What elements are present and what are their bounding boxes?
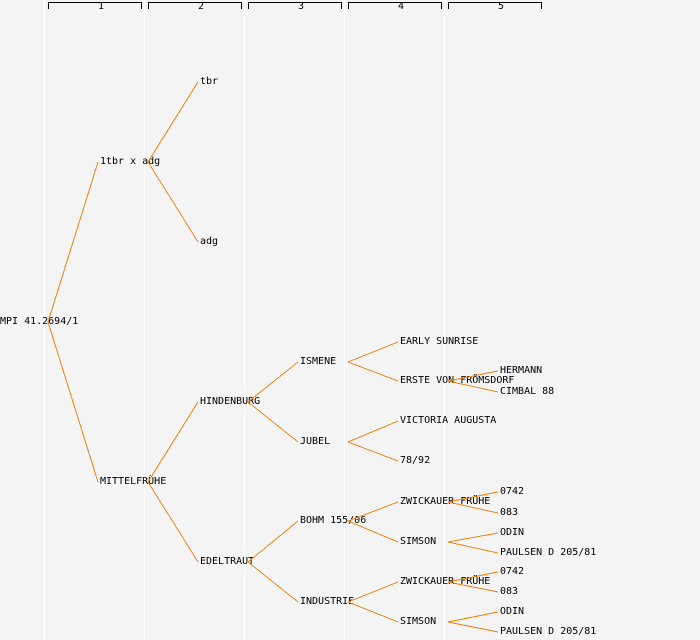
- generation-number: 4: [397, 1, 405, 12]
- generation-bracket-5: 5: [448, 1, 542, 12]
- column-gridline: [344, 0, 345, 640]
- pedigree-node-tbr: tbr: [200, 76, 219, 87]
- pedigree-node-paulsen1: PAULSEN D 205/81: [500, 547, 597, 558]
- pedigree-node-hindenburg: HINDENBURG: [200, 396, 261, 407]
- pedigree-edge-industrie-zwickauer2: [347, 581, 399, 603]
- pedigree-node-hermann: HERMANN: [500, 365, 543, 376]
- generation-number: 2: [197, 1, 205, 12]
- pedigree-node-earlysunrise: EARLY SUNRISE: [400, 336, 479, 347]
- column-gridline: [144, 0, 145, 640]
- pedigree-edge-jubel-n7892: [347, 441, 399, 462]
- pedigree-edge-jubel-victoria: [347, 420, 399, 443]
- pedigree-edge-edeltraut-boehm: [247, 520, 299, 563]
- pedigree-node-odin2: ODIN: [500, 606, 525, 617]
- pedigree-node-boehm: BOHM 155/06: [300, 515, 367, 526]
- pedigree-edge-ismene-erste: [347, 361, 399, 382]
- generation-number: 1: [97, 1, 105, 12]
- pedigree-edge-hindenburg-jubel: [247, 401, 299, 443]
- pedigree-node-c083b: 083: [500, 586, 519, 597]
- pedigree-node-c083a: 083: [500, 507, 519, 518]
- generation-bracket-4: 4: [348, 1, 442, 12]
- column-gridline: [44, 0, 45, 640]
- pedigree-edge-industrie-simson2: [347, 601, 399, 623]
- generation-bracket-3: 3: [248, 1, 342, 12]
- pedigree-node-edeltraut: EDELTRAUT: [200, 556, 255, 567]
- pedigree-edge-cross1-tbr: [147, 81, 199, 163]
- pedigree-edge-cross1-adg: [147, 161, 199, 243]
- pedigree-edge-simson1-paulsen1: [447, 541, 499, 554]
- generation-number: 5: [497, 1, 505, 12]
- pedigree-node-victoria: VICTORIA AUGUSTA: [400, 415, 497, 426]
- pedigree-node-odin1: ODIN: [500, 527, 525, 538]
- pedigree-node-c0742b: 0742: [500, 566, 525, 577]
- pedigree-node-paulsen2: PAULSEN D 205/81: [500, 626, 597, 637]
- pedigree-node-erste: ERSTE VON FRÖMSDORF: [400, 375, 515, 386]
- pedigree-edge-edeltraut-industrie: [247, 561, 299, 603]
- pedigree-edge-ismene-earlysunrise: [347, 341, 399, 363]
- pedigree-node-cimbal: CIMBAL 88: [500, 386, 555, 397]
- pedigree-node-c0742a: 0742: [500, 486, 525, 497]
- pedigree-edge-mittelfruehe-hindenburg: [147, 401, 199, 483]
- pedigree-node-cross1: 1tbr x adg: [100, 156, 161, 167]
- pedigree-node-jubel: JUBEL: [300, 436, 331, 447]
- pedigree-node-industrie: INDUSTRIE: [300, 596, 355, 607]
- pedigree-node-mittelfruehe: MITTELFRÜHE: [100, 476, 167, 487]
- pedigree-edge-simson1-odin1: [447, 532, 499, 543]
- generation-bracket-2: 2: [148, 1, 242, 12]
- pedigree-node-mpi: MPI 41.2694/1: [0, 316, 79, 327]
- pedigree-edge-mpi-mittelfruehe: [47, 321, 99, 483]
- pedigree-edge-simson2-odin2: [447, 611, 499, 623]
- pedigree-node-simson2: SIMSON: [400, 616, 437, 627]
- pedigree-edge-simson2-paulsen2: [447, 621, 499, 633]
- generation-bracket-1: 1: [48, 1, 142, 12]
- pedigree-node-adg: adg: [200, 236, 219, 247]
- pedigree-node-zwickauer1: ZWICKAUER FRÜHE: [400, 496, 491, 507]
- column-gridline: [444, 0, 445, 640]
- pedigree-node-zwickauer2: ZWICKAUER FRÜHE: [400, 576, 491, 587]
- generation-number: 3: [297, 1, 305, 12]
- pedigree-edge-mittelfruehe-edeltraut: [147, 481, 199, 563]
- pedigree-node-simson1: SIMSON: [400, 536, 437, 547]
- pedigree-edge-mpi-cross1: [47, 161, 99, 323]
- pedigree-node-n7892: 78/92: [400, 455, 431, 466]
- pedigree-node-ismene: ISMENE: [300, 356, 337, 367]
- column-gridline: [244, 0, 245, 640]
